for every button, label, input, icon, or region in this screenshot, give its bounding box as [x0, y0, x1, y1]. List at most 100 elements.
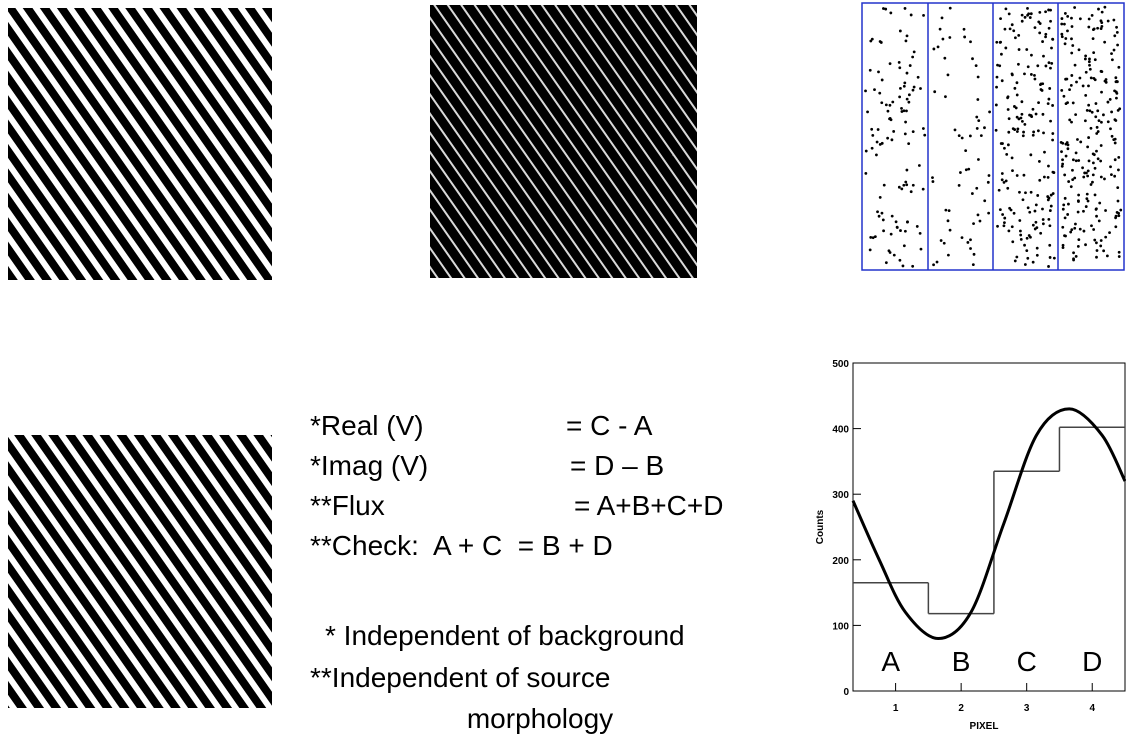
dot	[1100, 121, 1103, 124]
dot	[1108, 231, 1111, 234]
dot	[871, 147, 874, 150]
dot	[1110, 173, 1113, 176]
dot	[913, 86, 916, 89]
x-tick-label: 1	[893, 703, 899, 714]
dot	[1084, 94, 1087, 97]
dot	[1073, 177, 1076, 180]
dot	[1026, 7, 1029, 10]
dot	[1093, 153, 1096, 156]
dot	[1032, 131, 1035, 134]
dot	[983, 126, 986, 129]
dot	[1011, 240, 1014, 243]
dot	[1096, 27, 1099, 30]
dot	[971, 192, 974, 195]
dot	[999, 17, 1002, 20]
dot	[1102, 113, 1105, 116]
dot	[906, 220, 909, 223]
dot	[1071, 25, 1074, 28]
dot	[961, 137, 964, 140]
dot	[1042, 113, 1045, 116]
y-tick-label: 400	[832, 425, 849, 436]
dot	[1103, 6, 1106, 9]
dot	[1063, 23, 1066, 26]
dot	[1061, 226, 1064, 229]
dot	[1004, 28, 1007, 31]
dot	[903, 81, 906, 84]
dot	[920, 248, 923, 251]
dot	[905, 109, 908, 112]
dot	[1070, 121, 1073, 124]
dot	[1070, 52, 1073, 55]
dot	[1087, 104, 1090, 107]
dot	[1060, 23, 1063, 26]
dot	[1076, 138, 1079, 141]
dot	[1030, 115, 1033, 118]
dot	[899, 30, 902, 33]
dot	[1061, 165, 1064, 168]
dot	[1037, 129, 1040, 132]
dot	[1092, 228, 1095, 231]
dot	[999, 41, 1002, 44]
dot	[1094, 115, 1097, 118]
y-tick-label: 300	[832, 490, 849, 501]
dot	[913, 51, 916, 54]
fringe-image	[8, 435, 272, 708]
dot	[1013, 87, 1016, 90]
dot	[1095, 102, 1098, 105]
dot	[1039, 22, 1042, 25]
dot	[1070, 74, 1073, 77]
dot	[1061, 142, 1064, 145]
dot	[1096, 249, 1099, 252]
dot	[1041, 82, 1044, 85]
dot	[1113, 49, 1116, 52]
dot	[1110, 111, 1113, 114]
dot	[1115, 26, 1118, 29]
dot	[879, 196, 882, 199]
dot	[932, 180, 935, 183]
dot	[1116, 44, 1119, 47]
dot	[1064, 197, 1067, 200]
dot	[1104, 209, 1107, 212]
dot	[1021, 113, 1024, 116]
dot	[912, 89, 915, 92]
dot	[1005, 153, 1008, 156]
dot	[1033, 74, 1036, 77]
dot	[900, 107, 903, 110]
dot	[939, 28, 942, 31]
dot	[1029, 16, 1032, 19]
dot	[940, 239, 943, 242]
dot	[900, 110, 903, 113]
dot	[1042, 218, 1045, 221]
dot	[1003, 221, 1006, 224]
dot	[1011, 156, 1014, 159]
dot	[1072, 102, 1075, 105]
noisy-fringe-stripes	[430, 5, 697, 278]
dot	[1025, 48, 1028, 51]
dot	[1016, 130, 1019, 133]
dot	[1030, 12, 1033, 15]
dot	[889, 62, 892, 65]
dot	[995, 41, 998, 44]
dot	[872, 236, 875, 239]
dot	[1003, 217, 1006, 220]
dot	[887, 110, 890, 113]
dot	[869, 236, 872, 239]
dot	[1087, 26, 1090, 29]
dot	[895, 220, 898, 223]
dot	[922, 14, 925, 17]
dot	[878, 215, 881, 218]
dot	[1070, 84, 1073, 87]
dot	[1035, 113, 1038, 116]
dot	[1051, 104, 1054, 107]
dot	[1107, 120, 1110, 123]
dot	[1021, 14, 1024, 17]
dot	[911, 265, 914, 268]
dot	[1034, 78, 1037, 81]
dot	[949, 229, 952, 232]
dot	[1088, 64, 1091, 67]
dot	[995, 129, 998, 132]
dot	[1048, 87, 1051, 90]
dot	[1114, 158, 1117, 161]
dot	[1023, 123, 1026, 126]
dot	[1032, 224, 1035, 227]
